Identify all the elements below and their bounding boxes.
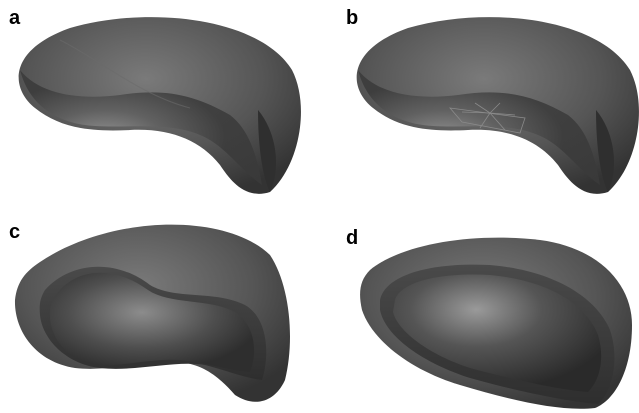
- panel-c-shape: [14, 224, 290, 402]
- panel-label-b: b: [346, 7, 359, 29]
- panel-label-c: c: [9, 221, 21, 243]
- panel-a-shape: [18, 17, 301, 194]
- panel-label-d: d: [346, 227, 359, 249]
- panel-b-shape: [356, 17, 639, 194]
- panel-d-shape: [360, 237, 632, 409]
- panel-label-a: a: [9, 7, 21, 29]
- sector-cutout: [449, 102, 526, 134]
